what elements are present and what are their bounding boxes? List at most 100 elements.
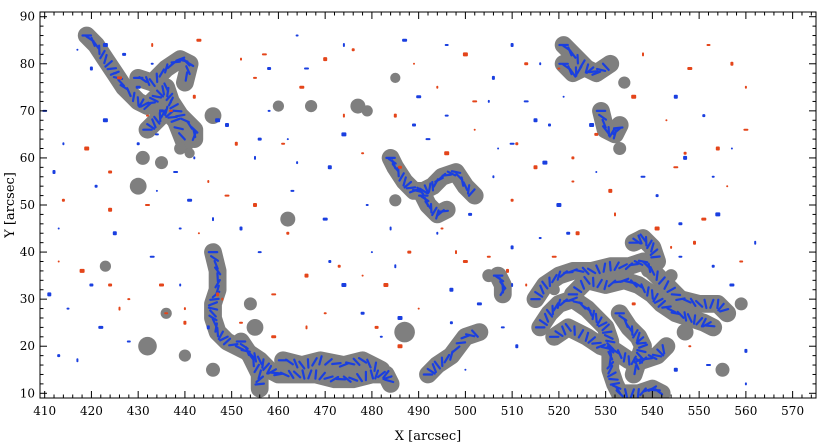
negative-point — [267, 67, 272, 70]
negative-point — [149, 255, 155, 258]
negative-point — [173, 171, 179, 173]
positive-point — [608, 188, 613, 193]
negative-strand — [670, 293, 682, 297]
negative-strand — [556, 298, 562, 309]
mask-blob — [389, 194, 402, 207]
negative-strand — [158, 68, 165, 78]
mask-blob — [361, 105, 373, 117]
negative-point — [397, 316, 403, 320]
positive-point — [687, 67, 693, 70]
positive-point — [473, 128, 476, 131]
positive-point — [571, 156, 575, 160]
negative-strand — [450, 170, 462, 174]
negative-strand — [650, 242, 655, 253]
y-tick-label: 80 — [20, 57, 35, 71]
negative-point — [683, 155, 688, 160]
negative-point — [169, 99, 172, 104]
negative-strand — [164, 105, 169, 117]
negative-strand — [465, 333, 476, 338]
positive-point — [393, 113, 397, 118]
negative-strand — [602, 262, 607, 273]
negative-strand — [384, 378, 395, 384]
negative-strand — [610, 347, 620, 355]
negative-strand — [151, 94, 163, 99]
negative-strand — [293, 358, 299, 369]
x-axis-ticks: 410 420 430 440 450 460 470 480 490 500 510 520 530 5… — [33, 12, 812, 418]
negative-point — [449, 321, 453, 325]
negative-strand — [214, 322, 218, 333]
negative-strand — [623, 388, 629, 398]
positive-point — [337, 264, 341, 268]
negative-strand — [661, 344, 666, 355]
negative-strand — [324, 358, 333, 366]
mask-blob — [155, 156, 168, 170]
negative-strand — [153, 115, 161, 125]
negative-strand — [594, 312, 598, 324]
negative-strand — [323, 375, 334, 380]
negative-strand — [577, 329, 585, 339]
negative-strand — [597, 113, 608, 121]
negative-strand — [138, 76, 148, 84]
negative-point — [416, 95, 422, 99]
negative-strand — [382, 375, 393, 381]
positive-point — [127, 298, 131, 301]
negative-strand — [628, 262, 640, 267]
negative-point — [711, 175, 715, 178]
negative-strand — [356, 373, 363, 383]
negative-strand — [637, 343, 649, 349]
negative-strand — [689, 297, 697, 307]
negative-strand — [551, 273, 558, 284]
mask-blob — [305, 100, 318, 113]
negative-strand — [424, 200, 432, 210]
negative-strand — [314, 369, 318, 380]
negative-point — [360, 311, 365, 315]
negative-point — [754, 240, 757, 245]
negative-point — [126, 340, 131, 343]
negative-strand — [683, 311, 688, 322]
negative-point — [154, 133, 159, 136]
negative-point — [711, 264, 715, 268]
negative-strand — [652, 292, 659, 303]
negative-strand — [548, 276, 552, 288]
y-tick-label: 20 — [20, 339, 35, 353]
positive-point — [342, 113, 345, 118]
negative-point — [254, 155, 256, 160]
positive-point — [374, 325, 379, 329]
mask-blob — [734, 297, 748, 311]
negative-point — [112, 72, 117, 75]
positive-point — [455, 250, 457, 255]
negative-strand — [649, 266, 656, 276]
negative-point — [538, 237, 542, 239]
positive-point — [665, 119, 668, 122]
positive-point — [224, 194, 230, 197]
negative-point — [468, 212, 473, 216]
negative-strand — [694, 299, 704, 308]
negative-strand — [246, 351, 254, 361]
negative-point — [342, 43, 345, 47]
negative-strand — [636, 341, 647, 345]
positive-point — [654, 226, 660, 231]
negative-strand — [681, 297, 692, 304]
x-tick-label: 490 — [407, 404, 430, 418]
negative-strand — [612, 127, 621, 135]
negative-strand — [656, 348, 665, 357]
negative-strand — [651, 353, 663, 358]
negative-strand — [279, 371, 290, 378]
positive-point — [323, 57, 328, 62]
negative-point — [640, 175, 646, 178]
negative-strand — [166, 61, 176, 70]
negative-strand — [541, 280, 549, 290]
polarity-points — [42, 34, 757, 386]
negative-point — [500, 326, 505, 329]
negative-strand — [718, 308, 730, 313]
negative-point — [66, 307, 70, 310]
negative-strand — [377, 370, 386, 379]
negative-strand — [702, 321, 712, 328]
negative-point — [497, 147, 500, 150]
negative-strand — [716, 298, 720, 310]
negative-strand — [170, 117, 181, 123]
negative-strand — [695, 317, 704, 326]
negative-point — [370, 251, 373, 254]
positive-point — [706, 44, 711, 46]
